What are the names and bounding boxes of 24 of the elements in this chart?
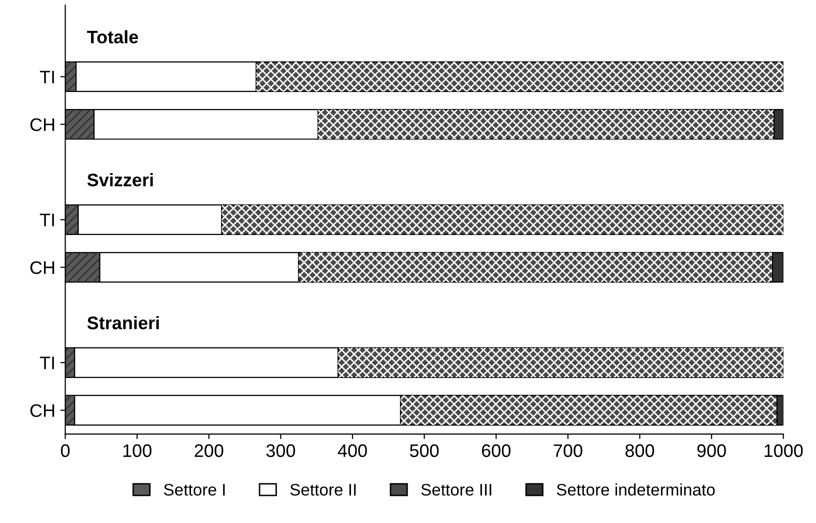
annotation: Totale: [87, 30, 138, 44]
x-tick-label: 1000: [764, 444, 803, 458]
y-tick-label: CH: [30, 404, 54, 417]
x-tick-label: 400: [338, 444, 367, 458]
x-tick-label: 0: [60, 444, 70, 458]
y-tick-label: CH: [30, 118, 54, 132]
x-tick-label: 300: [266, 444, 296, 458]
y-tick-label: TI: [40, 356, 54, 370]
legend-label: Settore III: [421, 484, 492, 496]
x-tick-label: 700: [554, 444, 582, 458]
x-tick-label: 900: [697, 444, 726, 458]
x-tick-label: 100: [123, 444, 152, 458]
x-tick-label: 200: [194, 444, 224, 458]
legend-label: Settore I: [164, 484, 225, 496]
annotation: Svizzeri: [87, 173, 153, 186]
legend-label: Settore indeterminato: [556, 483, 715, 496]
x-tick-label: 800: [625, 444, 654, 458]
annotation: Stranieri: [87, 316, 159, 330]
legend-label: Settore II: [290, 484, 356, 496]
x-tick-label: 600: [482, 444, 510, 458]
y-tick-label: CH: [30, 261, 54, 274]
y-tick-label: TI: [40, 214, 54, 226]
x-tick-label: 500: [410, 444, 439, 458]
y-tick-label: TI: [40, 70, 54, 84]
